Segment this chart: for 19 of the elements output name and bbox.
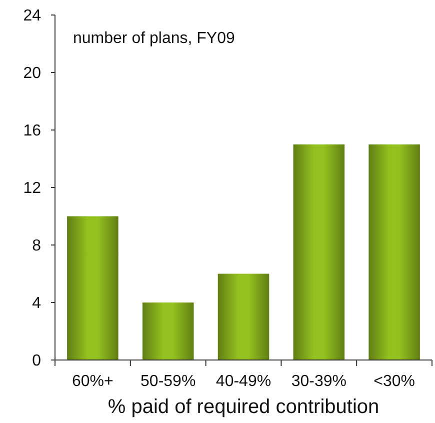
y-tick-label: 20 xyxy=(23,65,42,82)
y-tick-label: 0 xyxy=(32,352,42,370)
x-tick-label: 50-59% xyxy=(140,373,196,390)
y-tick-label: 12 xyxy=(23,180,42,198)
x-tick-label: 40-49% xyxy=(216,373,272,390)
bar xyxy=(67,216,118,360)
x-tick-label: 60%+ xyxy=(72,373,114,390)
x-axis-title: % paid of required contribution xyxy=(108,396,380,418)
y-tick-label: 8 xyxy=(32,238,42,255)
bar xyxy=(368,144,420,360)
bar xyxy=(218,274,270,360)
bar xyxy=(293,144,345,360)
y-tick-label: 24 xyxy=(23,8,42,25)
y-axis-title: number of plans, FY09 xyxy=(73,30,235,47)
bar xyxy=(142,302,194,360)
y-tick-label: 16 xyxy=(23,122,42,140)
y-tick-label: 4 xyxy=(32,295,42,312)
x-tick-label: <30% xyxy=(374,373,415,390)
x-tick-label: 30-39% xyxy=(291,373,346,390)
